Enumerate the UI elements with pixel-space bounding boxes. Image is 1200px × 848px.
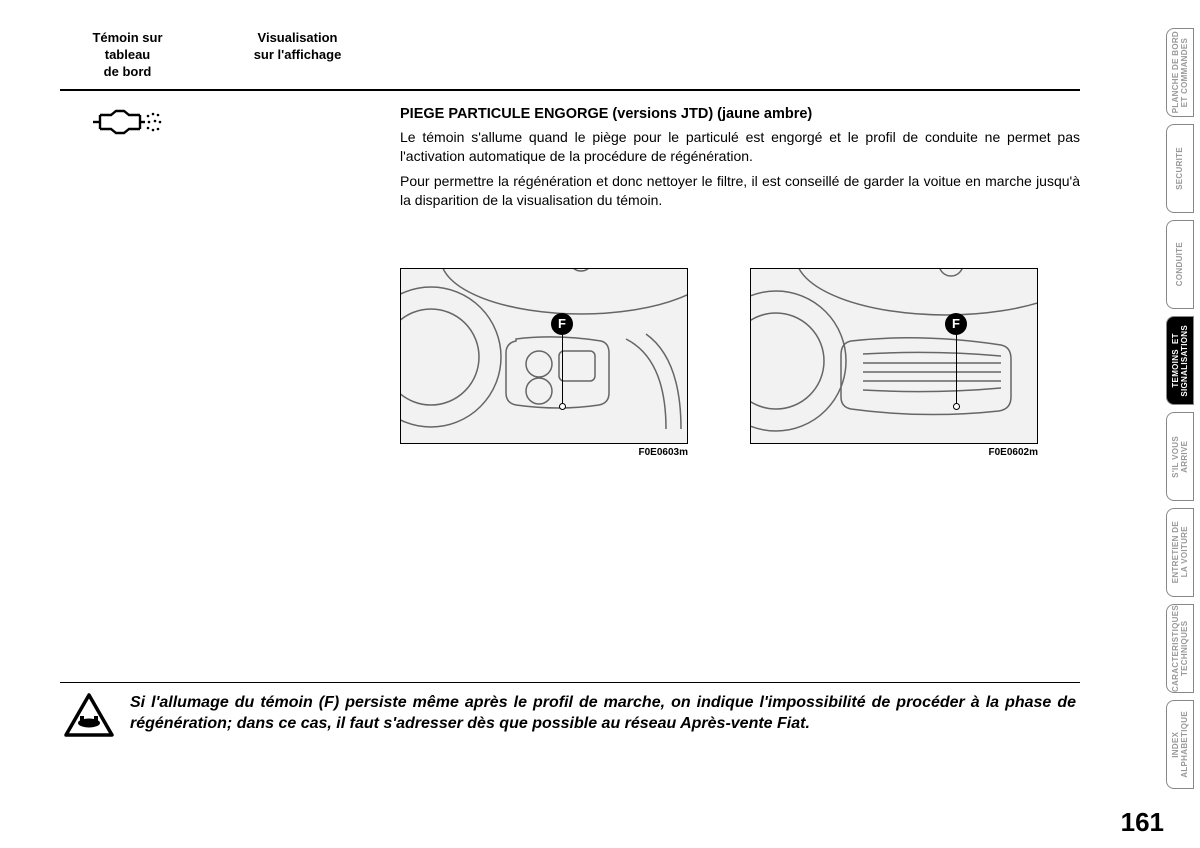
figure-caption-2: F0E0602m [750,446,1038,460]
side-tab[interactable]: CARACTERISTIQUES TECHNIQUES [1166,604,1194,693]
side-tab[interactable]: INDEX ALPHABETIQUE [1166,700,1194,789]
side-tab[interactable]: SECURITE [1166,124,1194,213]
figure-1: F F0E0603m [400,268,688,460]
figure-caption-1: F0E0603m [400,446,688,460]
figure-marker: F [551,313,573,335]
side-tabs: PLANCHE DE BORD ET COMMANDES SECURITE COND… [1166,28,1194,789]
section-paragraph-1: Le témoin s'allume quand le piège pour l… [400,128,1080,166]
side-tab[interactable]: TEMOINS ET SIGNALISATIONS [1166,316,1194,405]
side-tab[interactable]: PLANCHE DE BORD ET COMMANDES [1166,28,1194,117]
header-col1: Témoin surtableaude bord [60,30,195,81]
page-number: 161 [1121,807,1164,838]
figure-marker: F [945,313,967,335]
side-tab[interactable]: ENTRETIEN DE LA VOITURE [1166,508,1194,597]
section-title: PIEGE PARTICULE ENGORGE (versions JTD) (… [400,105,1080,125]
figure-2: F F0E0602m [750,268,1038,460]
dpf-warning-icon [60,105,195,460]
warning-divider [60,682,1080,683]
warning-text: Si l'allumage du témoin (F) persiste mêm… [130,693,1076,735]
side-tab[interactable]: S'IL VOUS ARRIVE [1166,412,1194,501]
header-col2: Visualisationsur l'affichage [195,30,400,81]
header-divider [60,89,1080,91]
side-tab[interactable]: CONDUITE [1166,220,1194,309]
section-paragraph-2: Pour permettre la régénération et donc n… [400,172,1080,210]
warning-triangle-icon [64,693,114,742]
